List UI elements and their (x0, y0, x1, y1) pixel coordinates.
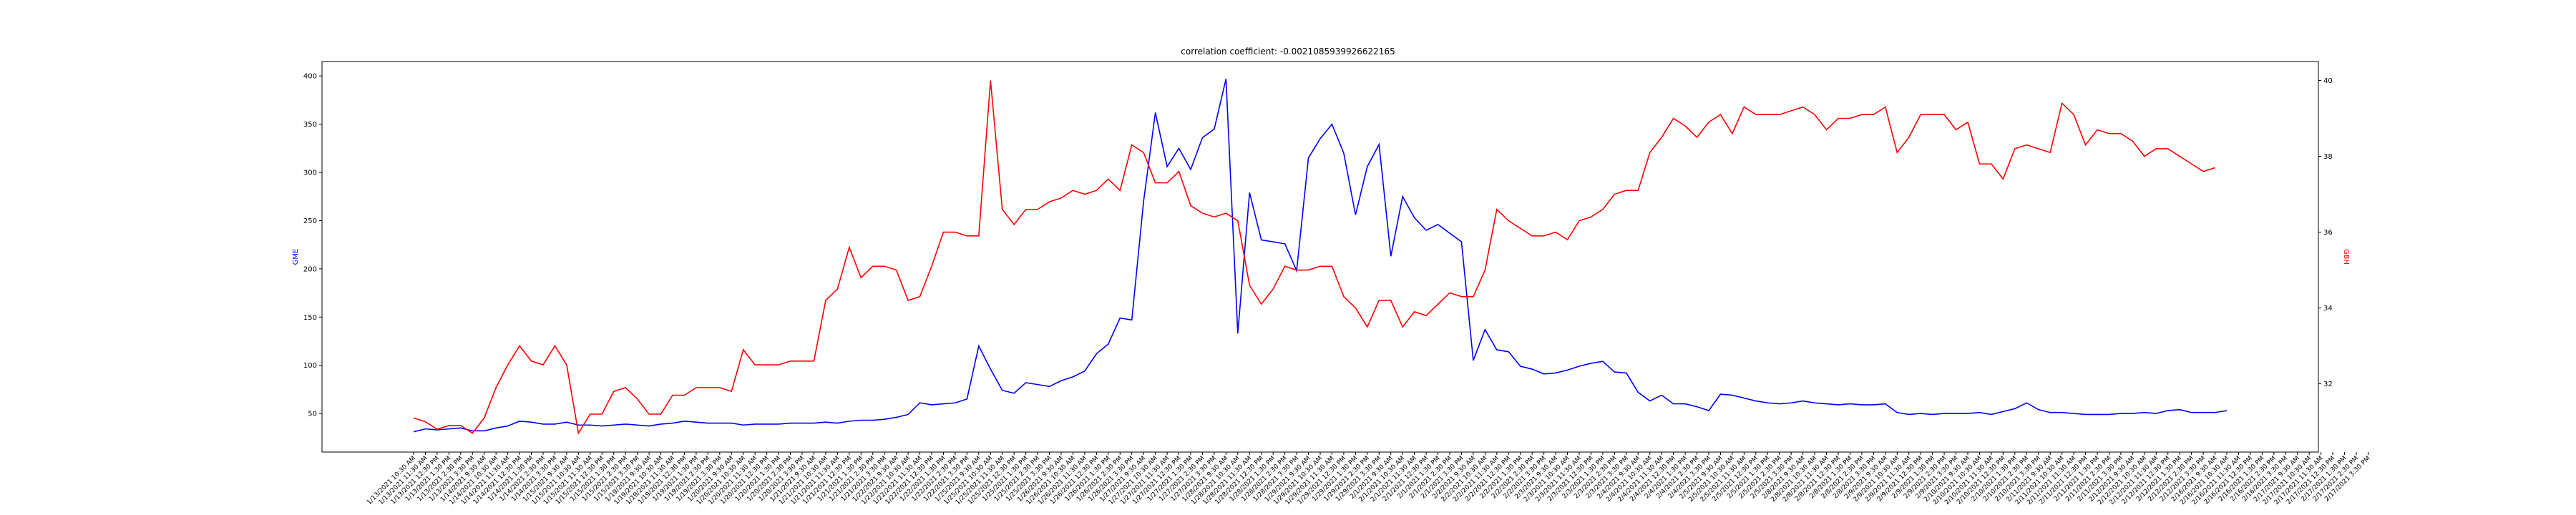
right-y-tick-label: 38 (2323, 153, 2333, 161)
left-y-axis-label: GME (292, 249, 300, 265)
right-y-tick-label: 36 (2323, 229, 2333, 237)
left-y-tick-label: 50 (308, 411, 317, 418)
plot-area (413, 79, 2228, 435)
left-axis-series-line (413, 79, 2228, 433)
right-y-tick-label: 32 (2323, 381, 2333, 388)
right-y-tick-label: 34 (2323, 305, 2333, 313)
x-axis: 1/13/2021 10:30 AM1/13/2021 11:30 AM1/13… (366, 452, 2372, 506)
right-y-axis-label: GBH (2342, 249, 2350, 265)
chart-title: correlation coefficient: -0.002108593992… (1181, 46, 1395, 57)
left-y-tick-label: 200 (303, 265, 317, 273)
right-y-axis: 32 34 36 38 40 (2318, 77, 2333, 388)
left-y-tick-label: 300 (303, 170, 317, 177)
left-y-tick-label: 350 (303, 121, 317, 129)
left-y-tick-label: 150 (303, 314, 317, 322)
right-y-tick-label: 40 (2323, 77, 2333, 85)
left-y-tick-label: 400 (303, 73, 317, 81)
left-y-tick-label: 100 (303, 362, 317, 370)
right-axis-series-line (413, 80, 2215, 435)
left-y-axis: 50 100 150 200 250 300 350 400 (303, 73, 322, 418)
left-y-tick-label: 250 (303, 217, 317, 225)
